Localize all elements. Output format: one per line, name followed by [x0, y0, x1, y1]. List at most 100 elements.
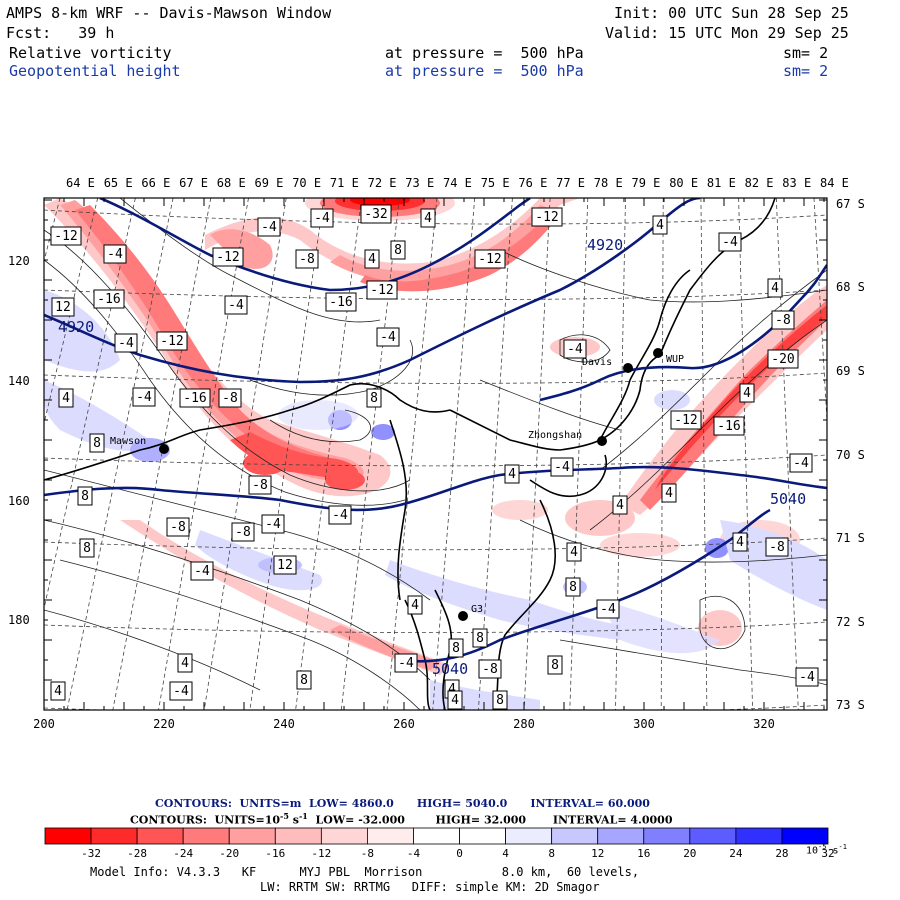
vorticity-label: -4	[107, 247, 123, 262]
meridian-line	[615, 198, 626, 710]
x-tick-label: 300	[633, 717, 655, 731]
vorticity-label: -8	[775, 313, 791, 328]
vorticity-label: 8	[551, 658, 559, 673]
colorbar-swatch	[781, 827, 829, 845]
x-tick-label: 320	[753, 717, 775, 731]
vorticity-label-box	[89, 433, 105, 453]
vorticity-label: -4	[261, 220, 277, 235]
vorticity-label: 4	[54, 684, 62, 699]
latitude-label: 72 S	[836, 615, 865, 629]
vorticity-label-box	[565, 577, 581, 597]
height-label: 5040	[770, 490, 806, 508]
vorticity-label: 4	[665, 486, 673, 501]
colorbar-swatch	[228, 827, 276, 845]
colorbar-swatch	[413, 827, 460, 845]
x-tick-label: 200	[33, 717, 55, 731]
y-tick-label: 140	[8, 374, 30, 388]
vorticity-label: 4	[508, 467, 516, 482]
vorticity-label: 8	[476, 631, 484, 646]
vorticity-label: 8	[370, 391, 378, 406]
longitude-label: 77 E	[556, 176, 585, 190]
station-name: Mawson	[110, 436, 146, 447]
colorbar-swatch	[735, 827, 783, 845]
vorticity-label: 8	[452, 641, 460, 656]
station-name: Zhongshan	[528, 430, 582, 441]
vorticity-label: 8	[496, 693, 504, 708]
vorticity-label: 4	[616, 498, 624, 513]
vorticity-label-box	[713, 416, 745, 436]
vorticity-label-box	[789, 453, 813, 473]
vorticity-label-box	[612, 495, 628, 515]
colorbar-swatch	[44, 827, 92, 845]
model-info-2: LW: RRTM SW: RRTMG DIFF: simple KM: 2D S…	[260, 880, 600, 894]
vorticity-label: -4	[173, 684, 189, 699]
meridian-line	[66, 198, 174, 710]
longitude-label: 80 E	[669, 176, 699, 190]
meridian-line	[158, 198, 249, 710]
vorticity-label: -4	[799, 670, 815, 685]
vorticity-label: -8	[235, 525, 251, 540]
vorticity-label-box	[156, 331, 188, 351]
colorbar-label: -16	[265, 847, 286, 860]
vorticity-label-box	[132, 387, 156, 407]
colorbar-label: 28	[775, 847, 789, 860]
vorticity-label-box	[390, 240, 406, 260]
meridian-line	[432, 198, 476, 710]
longitude-label: 79 E	[631, 176, 661, 190]
vorticity-label-box	[550, 457, 574, 477]
colorbar-label: 0	[456, 847, 463, 860]
vorticity-label-box	[177, 653, 193, 673]
vorticity-label: 4	[181, 656, 189, 671]
vorticity-label-box	[739, 383, 755, 403]
vorticity-label-box	[420, 208, 436, 228]
valid-time: Valid: 15 UTC Mon 29 Sep 25	[605, 24, 849, 42]
vorticity-label-box	[795, 667, 819, 687]
vorticity-label: 4	[424, 211, 432, 226]
colorbar-label: 32	[821, 847, 835, 860]
vorticity-label-box	[360, 204, 392, 224]
meridian-line	[523, 198, 551, 710]
meridian-line	[295, 198, 362, 710]
latitude-label: 68 S	[836, 280, 865, 294]
longitude-label: 78 E	[593, 176, 623, 190]
vorticity-label: -12	[674, 413, 697, 428]
meridian-line	[738, 198, 753, 710]
colorbar-label: -32	[81, 847, 101, 860]
vorticity-label: -8	[299, 252, 315, 267]
vorticity-label-box	[261, 514, 285, 534]
parallel-line	[44, 289, 827, 300]
colorbar-label: -24	[173, 847, 194, 860]
field1-name: Relative vorticity	[9, 44, 172, 62]
vorticity-label: -8	[482, 662, 498, 677]
vorticity-label-box	[765, 537, 789, 557]
colorbar-label: 20	[683, 847, 697, 860]
vorticity-label-box	[394, 653, 418, 673]
vorticity-label-box	[296, 670, 312, 690]
vorticity-label: -4	[265, 517, 281, 532]
colorbar-label: 4	[502, 847, 509, 860]
vorticity-label: -4	[194, 564, 210, 579]
longitude-label: 68 E	[216, 176, 246, 190]
height-label: 4920	[587, 236, 623, 254]
field2-name: Geopotential height	[9, 62, 181, 80]
vorticity-label: -12	[216, 250, 239, 265]
colorbar-swatch	[551, 827, 599, 845]
colorbar-swatch	[459, 827, 506, 845]
station-dot-davis	[623, 363, 633, 373]
vorticity-label: -16	[97, 292, 120, 307]
vorticity-label: 12	[277, 558, 293, 573]
longitude-label: 75 E	[480, 176, 510, 190]
vorticity-label: -4	[228, 298, 244, 313]
colorbar-label: 8	[548, 847, 555, 860]
longitude-label: 72 E	[367, 176, 397, 190]
vorticity-label: -12	[54, 229, 77, 244]
longitude-label: 84 E	[820, 176, 849, 190]
colorbar-swatch	[90, 827, 138, 845]
vorticity-label-box	[248, 475, 272, 495]
vorticity-label-box	[51, 297, 75, 317]
colorbar-label: -20	[219, 847, 240, 860]
vorticity-label-box	[77, 486, 93, 506]
station-dot-zhongshan	[597, 436, 607, 446]
vorticity-label-box	[670, 410, 702, 430]
vorticity-label: -8	[252, 478, 268, 493]
